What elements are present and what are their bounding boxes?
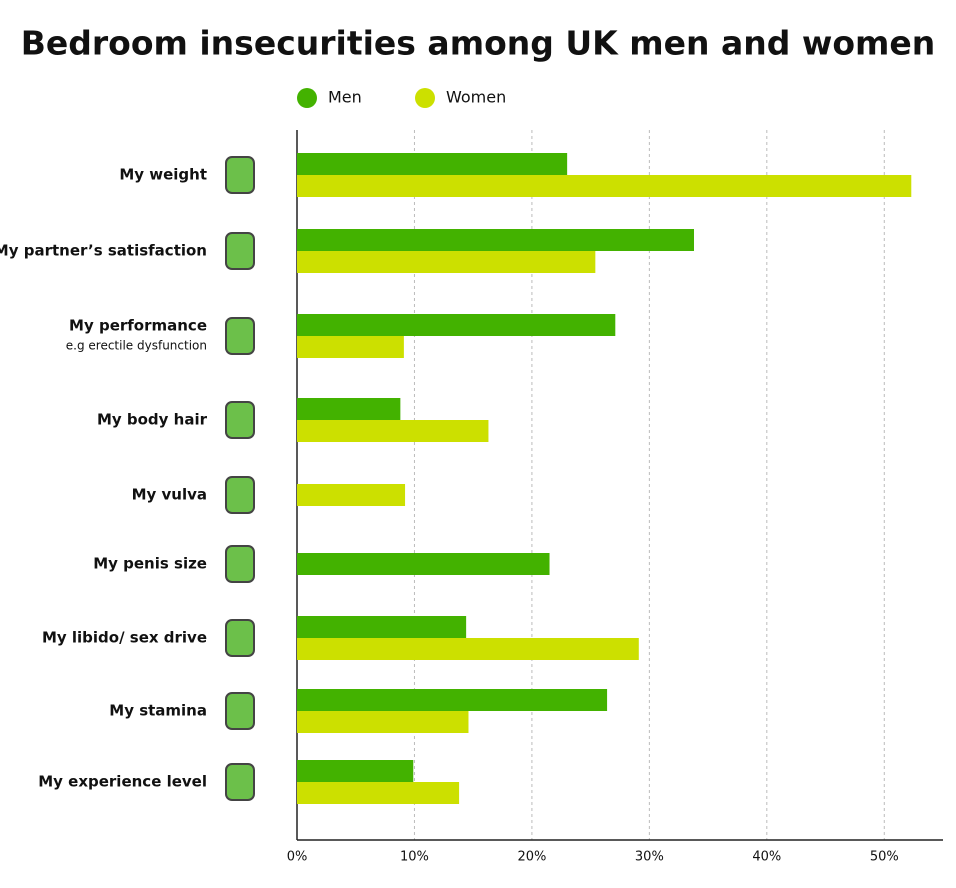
chart-title: Bedroom insecurities among UK men and wo… <box>21 24 936 63</box>
legend-marker <box>297 88 317 108</box>
bar <box>297 553 550 575</box>
legend-label: Men <box>328 88 362 107</box>
bar <box>297 616 467 638</box>
bar <box>297 229 694 251</box>
category-icon <box>225 545 255 583</box>
category-label: My libido/ sex drive <box>42 629 207 647</box>
category-label: My stamina <box>109 702 207 720</box>
bar <box>297 638 639 660</box>
category-label: My body hair <box>97 411 208 429</box>
category-label: My weight <box>119 166 207 184</box>
bar <box>297 711 469 733</box>
legend-label: Women <box>446 88 506 107</box>
bar <box>297 314 616 336</box>
x-tick-label: 50% <box>870 850 899 865</box>
bar <box>297 153 568 175</box>
category-label: My performance <box>69 317 207 335</box>
legend-marker <box>415 88 435 108</box>
category-label: My experience level <box>38 773 207 791</box>
x-tick-label: 30% <box>635 850 664 865</box>
category-icon <box>225 401 255 439</box>
category-icon <box>225 156 255 194</box>
bar <box>297 689 608 711</box>
category-icon <box>225 692 255 730</box>
category-label: My vulva <box>132 486 207 504</box>
bar <box>297 484 406 506</box>
x-tick-label: 10% <box>400 850 429 865</box>
bar <box>297 760 414 782</box>
category-icon <box>225 619 255 657</box>
bar <box>297 398 401 420</box>
category-label: My penis size <box>93 555 207 573</box>
category-icon <box>225 317 255 355</box>
x-tick-label: 40% <box>752 850 781 865</box>
bar <box>297 251 596 273</box>
category-label: My partner’s satisfaction <box>0 242 207 260</box>
category-icon <box>225 763 255 801</box>
bar <box>297 420 489 442</box>
bar <box>297 336 404 358</box>
category-note: e.g erectile dysfunction <box>66 339 207 353</box>
category-icon <box>225 476 255 514</box>
bar <box>297 175 912 197</box>
category-icon <box>225 232 255 270</box>
bar <box>297 782 460 804</box>
x-tick-label: 0% <box>287 850 308 865</box>
x-tick-label: 20% <box>517 850 546 865</box>
